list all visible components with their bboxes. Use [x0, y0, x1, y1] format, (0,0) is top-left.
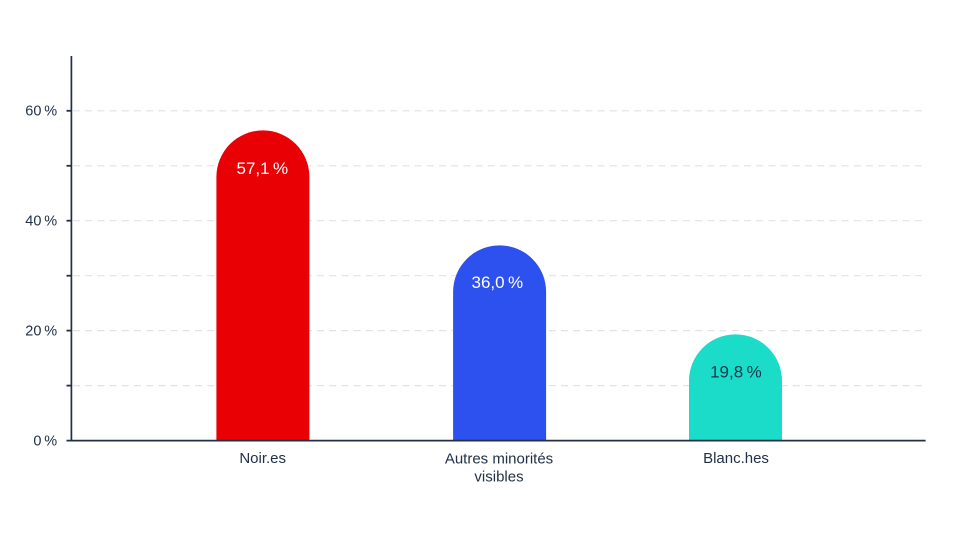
svg-text:40 %: 40 % — [25, 214, 57, 230]
svg-text:19,8 %: 19,8 % — [710, 363, 762, 382]
svg-text:0 %: 0 % — [33, 433, 57, 449]
svg-text:Blanc.hes: Blanc.hes — [703, 450, 769, 467]
svg-text:60 %: 60 % — [25, 104, 57, 120]
svg-text:36,0 %: 36,0 % — [471, 273, 523, 292]
svg-text:57,1 %: 57,1 % — [236, 159, 288, 178]
svg-text:Autres minorités: Autres minorités — [445, 450, 553, 467]
svg-text:visibles: visibles — [474, 469, 523, 486]
svg-text:20 %: 20 % — [25, 323, 57, 339]
svg-text:Noir.es: Noir.es — [239, 450, 286, 467]
